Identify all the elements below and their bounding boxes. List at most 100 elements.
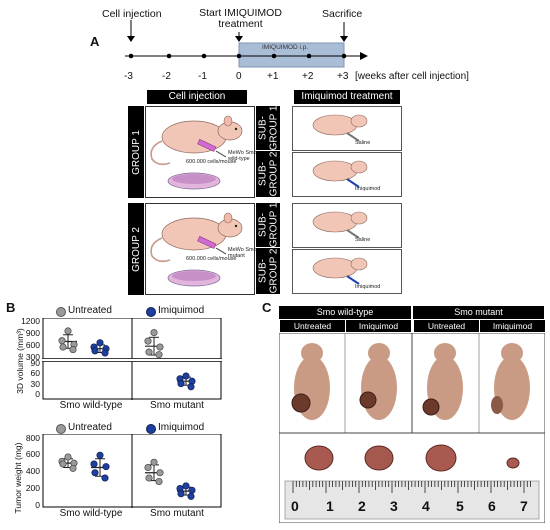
tick-label: -2 (162, 71, 171, 82)
data-point (187, 383, 195, 391)
group1-cells: 600.000 cells/mouse (186, 159, 237, 165)
ruler-number: 0 (291, 498, 299, 514)
legend-untreated-marker (56, 307, 66, 317)
chart1-ytick: 1200 (21, 316, 40, 326)
mouse-illustration (150, 115, 243, 190)
data-point (101, 474, 109, 482)
data-point (69, 346, 77, 354)
data-point (156, 343, 164, 351)
data-point (182, 482, 190, 490)
group2-subgroup1-label: SUB- GROUP 1 (256, 202, 280, 248)
data-point (101, 349, 109, 357)
mouse-photo (491, 343, 530, 420)
ruler-number: 1 (326, 498, 334, 514)
chart2-plot (42, 434, 222, 508)
group1-subgroup2-label: SUB- GROUP 2 (256, 151, 280, 197)
group2-subgroup2-label: SUB- GROUP 2 (256, 248, 280, 294)
subheader: Untreated (413, 320, 479, 332)
ruler-ticks (292, 481, 532, 493)
data-point (64, 327, 72, 335)
chart2-xlabel: Smo wild-type (59, 508, 123, 519)
data-point (59, 343, 67, 351)
tick-label: +2 (302, 71, 314, 82)
chart2-ytick: 600 (25, 449, 40, 459)
data-point (187, 492, 195, 500)
chart1-ytick: 60 (30, 368, 40, 378)
ruler-number: 6 (488, 498, 496, 514)
treatment-bar-label: IMIQUIMOD i.p. (262, 44, 309, 51)
data-point (91, 469, 99, 477)
tick-label: -1 (198, 71, 207, 82)
panel-b-letter: B (6, 300, 16, 315)
label-start-treatment: Start IMIQUIMOD treatment (199, 7, 282, 30)
group1-cell-line: MeWo Smo wild-type (228, 150, 257, 162)
ruler-number: 3 (390, 498, 398, 514)
g2-sub2-box (292, 249, 402, 294)
chart2-ytick: 0 (35, 500, 40, 510)
data-point (155, 351, 163, 359)
data-point (188, 486, 196, 494)
axis-label-weeks: [weeks after cell injection] (355, 71, 469, 82)
mouse-photo (291, 343, 330, 420)
arrow-cell-injection-head (127, 36, 135, 42)
g1-sub1-treatment: Saline (355, 140, 371, 146)
header-cell-injection: Cell injection (147, 90, 247, 104)
mouse-photo (422, 343, 463, 420)
label-cell-injection: Cell injection (102, 8, 162, 20)
data-point (144, 337, 152, 345)
g2-sub2-treatment: Imiquimod (355, 284, 381, 290)
chart2-ytick: 400 (25, 466, 40, 476)
group1-box (145, 106, 255, 198)
subheader: Imiquimod (479, 320, 545, 332)
chart1-xlabel: Smo mutant (150, 400, 204, 411)
timeline-ticks (128, 53, 347, 59)
tick-label: +1 (267, 71, 279, 82)
g2-sub1-treatment: Saline (355, 237, 371, 243)
legend-untreated: Untreated (68, 305, 112, 316)
chart1-ytick: 600 (25, 340, 40, 350)
tumor-photo (364, 445, 394, 471)
chart2-ytick: 800 (25, 433, 40, 443)
tumor-photo (304, 445, 334, 471)
header-smo-wild-type: Smo wild-type (279, 306, 411, 319)
data-point (69, 464, 77, 472)
legend-untreated: Untreated (68, 422, 112, 433)
data-point (64, 453, 72, 461)
g1-sub1-box (292, 106, 402, 151)
data-point (177, 380, 185, 388)
data-point (155, 477, 163, 486)
chart1-plot (42, 318, 222, 400)
ruler-number: 5 (456, 498, 464, 514)
subheader: Imiquimod (345, 320, 411, 332)
subheader: Untreated (279, 320, 345, 332)
legend-imiquimod: Imiquimod (158, 305, 205, 316)
data-point (58, 337, 66, 345)
header-smo-mutant: Smo mutant (413, 306, 544, 319)
label-sacrifice: Sacrifice (322, 8, 363, 20)
chart1-ytick: 90 (30, 358, 40, 368)
timeline (125, 20, 368, 68)
data-point (90, 460, 98, 468)
group2-box (145, 203, 255, 295)
data-point (156, 469, 164, 477)
g2-sub1-box (292, 203, 402, 248)
panel-c-letter: C (262, 300, 272, 315)
tick-label: +3 (337, 71, 349, 82)
arrow-start-head (235, 36, 243, 42)
panel-a-letter: A (90, 34, 100, 49)
arrow-sacrifice-head (340, 36, 348, 42)
group1-label: GROUP 1 (128, 106, 144, 198)
photo-panel (279, 333, 545, 523)
ruler-number: 4 (422, 498, 430, 514)
chart1-ytick: 0 (35, 389, 40, 399)
mouse-illustration (150, 212, 243, 287)
tumor-photo (425, 444, 457, 472)
imiquimod-bar (238, 42, 345, 68)
g1-sub2-treatment: Imiquimod (355, 186, 381, 192)
mouse-photo (359, 343, 397, 420)
data-point (177, 490, 185, 498)
group2-label: GROUP 2 (128, 203, 144, 295)
chart1-xlabel: Smo wild-type (59, 400, 123, 411)
data-point (145, 348, 153, 356)
tick-label: -3 (124, 71, 133, 82)
